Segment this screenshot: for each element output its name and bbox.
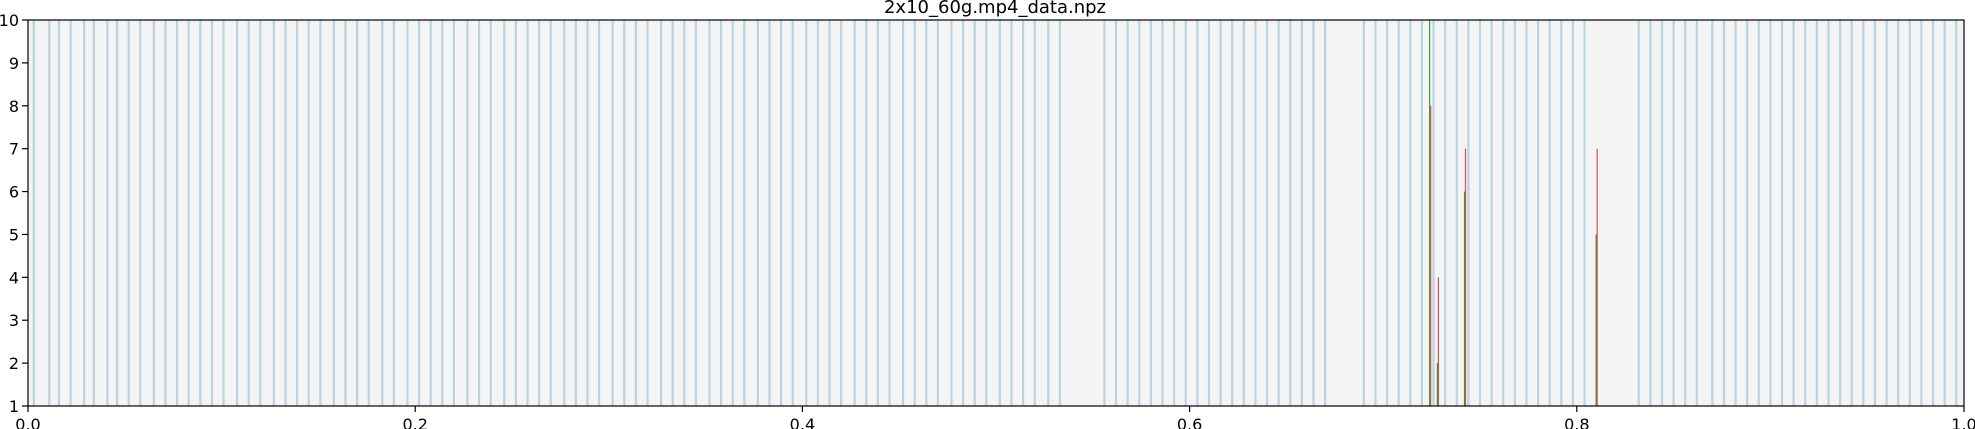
y-tick-label: 6 [9, 183, 19, 202]
plot-area [27, 19, 1965, 407]
x-tick-label: 0.6 [1177, 415, 1202, 429]
x-tick-label: 0.2 [402, 415, 427, 429]
y-tick-label: 5 [9, 225, 19, 244]
plot-background [28, 20, 1964, 406]
x-tick-label: 0.4 [790, 415, 815, 429]
y-tick-label: 2 [9, 354, 19, 373]
y-tick-label: 4 [9, 268, 19, 287]
y-tick-label: 8 [9, 97, 19, 116]
y-tick-label: 10 [0, 11, 19, 30]
x-tick-label: 1.0 [1951, 415, 1975, 429]
y-axis: 1 2 3 4 5 6 7 8 9 10 [0, 11, 28, 416]
x-tick-label: 0.8 [1564, 415, 1589, 429]
x-tick-label: 0.0 [15, 415, 40, 429]
y-tick-label: 9 [9, 54, 19, 73]
x-axis: 0.0 0.2 0.4 0.6 0.8 1.0 [15, 406, 1975, 429]
y-tick-label: 3 [9, 311, 19, 330]
y-tick-label: 1 [9, 397, 19, 416]
plot-frame [27, 19, 1965, 407]
spike-group [1429, 20, 1598, 406]
chart-title: 2x10_60g.mp4_data.npz [884, 0, 1106, 18]
band-group [32, 20, 1958, 406]
y-tick-label: 7 [9, 140, 19, 159]
